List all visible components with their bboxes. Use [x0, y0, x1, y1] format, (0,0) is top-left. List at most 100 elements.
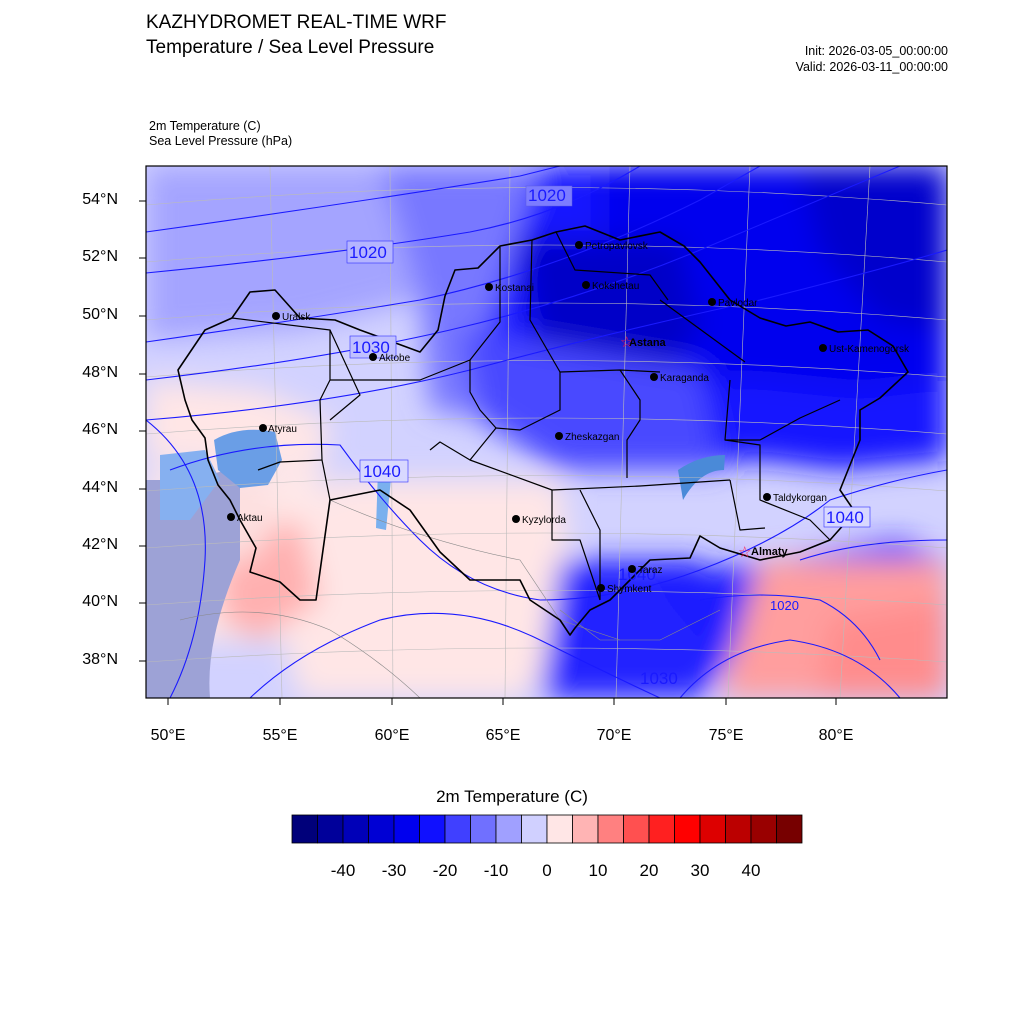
plot-title: KAZHYDROMET REAL-TIME WRF	[146, 12, 447, 33]
region-borders	[231, 231, 841, 601]
colorbar-tick-label: 40	[741, 861, 761, 880]
kazakhstan-border	[177, 225, 909, 636]
colorbar-swatch	[342, 814, 369, 844]
lon-label: 80°E	[818, 727, 854, 744]
svg-text:Almaty: Almaty	[751, 546, 789, 558]
lat-label: 44°N	[82, 479, 118, 496]
colorbar-tick-label: -30	[381, 861, 407, 880]
graticule	[146, 166, 947, 698]
svg-text:1040: 1040	[363, 462, 401, 481]
city-dot-aktobe	[369, 353, 377, 361]
svg-text:Taldykorgan: Taldykorgan	[773, 493, 827, 504]
svg-text:Astana: Astana	[629, 337, 667, 349]
colorbar-swatch	[495, 814, 522, 844]
star-icon: ☆	[738, 544, 751, 561]
colorbar-swatch	[776, 814, 803, 844]
colorbar-swatch	[648, 814, 675, 844]
tick-marks	[139, 200, 837, 705]
colorbar-tick-label: 10	[588, 861, 608, 880]
colorbar-title: 2m Temperature (C)	[436, 787, 588, 806]
star-icon: ☆	[620, 334, 633, 351]
lat-label: 38°N	[82, 651, 118, 668]
city-dot-aktau	[227, 513, 235, 521]
field-label-pressure: Sea Level Pressure (hPa)	[149, 134, 293, 148]
svg-text:Pavlodar: Pavlodar	[718, 298, 758, 309]
colorbar-tick-label: 0	[542, 861, 552, 880]
lon-label: 65°E	[485, 727, 521, 744]
lat-label: 54°N	[82, 191, 118, 208]
city-dot-taldykorgan	[763, 493, 771, 501]
isobar-labels: 1020 1020 1030 1040 1040 1040 1020 1030	[346, 185, 871, 688]
colorbar-swatch	[419, 814, 446, 844]
lat-label: 42°N	[82, 536, 118, 553]
city-dot-kokshetau	[582, 281, 590, 289]
temperature-field	[146, 166, 947, 698]
colorbar-swatch	[623, 814, 650, 844]
svg-text:Kokshetau: Kokshetau	[592, 281, 639, 292]
city-dot-zheskazgan	[555, 432, 563, 440]
city-markers: Petropavlovsk Kostanai Kokshetau Pavloda…	[227, 241, 910, 595]
aral-sea	[376, 468, 392, 530]
isobars	[146, 166, 947, 698]
map-frame	[145, 165, 948, 699]
svg-text:1030: 1030	[640, 669, 678, 688]
city-dot-petropavlovsk	[575, 241, 583, 249]
caspian-sea	[146, 470, 240, 698]
svg-text:Taraz: Taraz	[638, 565, 662, 576]
colorbar-swatch	[572, 814, 599, 844]
colorbar-swatch	[317, 814, 344, 844]
colorbar-swatch	[699, 814, 726, 844]
colorbar-swatch	[725, 814, 752, 844]
svg-text:Karaganda: Karaganda	[660, 373, 709, 384]
svg-text:Uralsk: Uralsk	[282, 312, 311, 323]
colorbar-swatch	[521, 814, 548, 844]
svg-text:Zheskazgan: Zheskazgan	[565, 432, 619, 443]
svg-text:1020: 1020	[349, 243, 387, 262]
lon-label: 60°E	[374, 727, 410, 744]
field-label-temperature: 2m Temperature (C)	[149, 119, 261, 133]
svg-text:Ust-Kamenogorsk: Ust-Kamenogorsk	[829, 344, 910, 355]
colorbar-swatch	[470, 814, 497, 844]
lake-balkhash	[678, 455, 725, 500]
colorbar-swatch	[444, 814, 471, 844]
city-dot-kyzylorda	[512, 515, 520, 523]
colorbar	[291, 814, 803, 844]
country-borders-gray	[179, 499, 721, 698]
svg-text:1020: 1020	[528, 186, 566, 205]
city-dot-shymkent	[597, 584, 605, 592]
colorbar-swatch	[368, 814, 395, 844]
city-dot-atyrau	[259, 424, 267, 432]
lon-label: 55°E	[262, 727, 298, 744]
colorbar-tick-label: -10	[483, 861, 509, 880]
north-caspian	[214, 429, 282, 488]
svg-text:Petropavlovsk: Petropavlovsk	[585, 241, 649, 252]
city-dot-uralsk	[272, 312, 280, 320]
lat-label: 46°N	[82, 421, 118, 438]
init-time: Init: 2026-03-05_00:00:00	[804, 44, 948, 58]
svg-text:1020: 1020	[770, 598, 799, 613]
city-dot-ust-kamenogorsk	[819, 344, 827, 352]
colorbar-swatch	[597, 814, 624, 844]
svg-text:Atyrau: Atyrau	[268, 424, 297, 435]
svg-text:1040: 1040	[618, 565, 656, 584]
colorbar-swatch	[291, 814, 318, 844]
lon-label: 70°E	[596, 727, 632, 744]
svg-text:Kyzylorda: Kyzylorda	[522, 515, 566, 526]
city-dot-pavlodar	[708, 298, 716, 306]
svg-text:Aktobe: Aktobe	[379, 353, 411, 364]
colorbar-tick-label: 30	[690, 861, 710, 880]
svg-text:Kostanai: Kostanai	[495, 283, 534, 294]
colorbar-swatch	[546, 814, 573, 844]
svg-text:Shymkent: Shymkent	[607, 584, 652, 595]
lon-label: 75°E	[708, 727, 744, 744]
city-dot-kostanai	[485, 283, 493, 291]
city-dot-karaganda	[650, 373, 658, 381]
valid-time: Valid: 2026-03-11_00:00:00	[795, 60, 948, 74]
plot-subtitle: Temperature / Sea Level Pressure	[146, 37, 435, 58]
svg-text:1030: 1030	[352, 338, 390, 357]
lat-label: 50°N	[82, 306, 118, 323]
colorbar-tick-label: 20	[639, 861, 659, 880]
colorbar-swatch	[674, 814, 701, 844]
lat-label: 40°N	[82, 593, 118, 610]
